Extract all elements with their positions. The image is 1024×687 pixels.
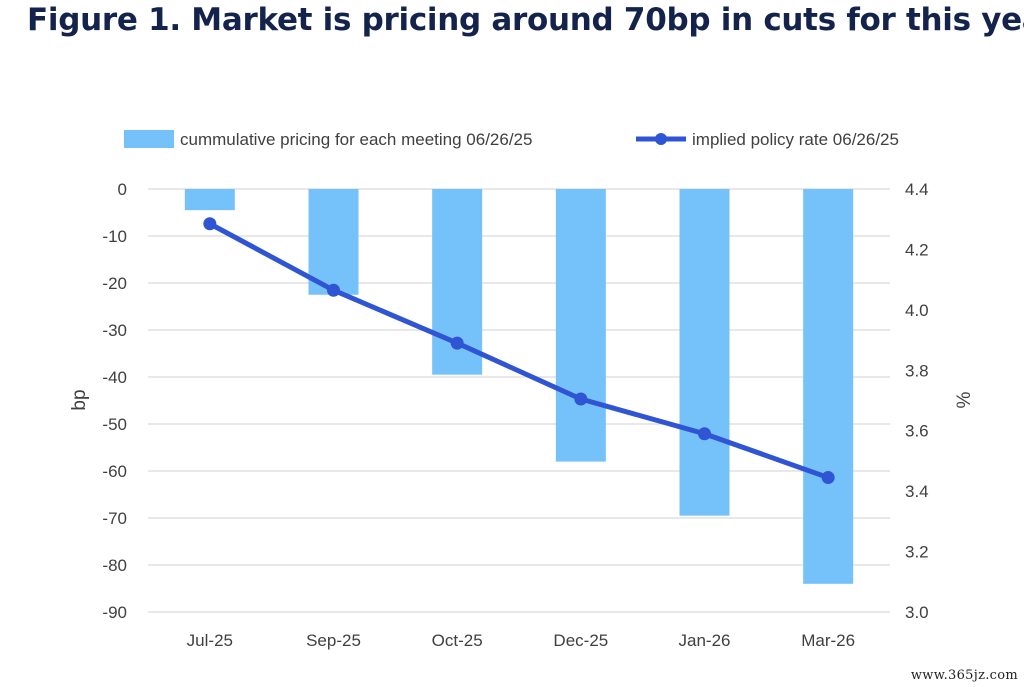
left-tick-label: -20: [102, 274, 127, 293]
bar-series: [184, 189, 854, 584]
x-tick-label: Sep-25: [306, 631, 361, 650]
right-tick-label: 4.2: [905, 240, 929, 259]
gridlines: [148, 188, 890, 613]
left-axis-ticks: 0 -10 -20 -30 -40 -50 -60 -70 -80 -90: [102, 180, 127, 622]
right-axis-ticks: 4.4 4.2 4.0 3.8 3.6 3.4 3.2 3.0: [905, 180, 929, 622]
line-point: [203, 217, 217, 231]
right-tick-label: 3.8: [905, 361, 929, 380]
right-axis-label: %: [954, 391, 975, 408]
right-tick-label: 3.2: [905, 543, 929, 562]
line-point: [450, 336, 464, 350]
line-point: [698, 427, 711, 441]
legend-line-label: implied policy rate 06/26/25: [692, 130, 899, 149]
x-tick-label: Mar-26: [801, 631, 855, 650]
right-tick-label: 4.4: [905, 180, 929, 199]
line-point: [327, 283, 340, 297]
left-tick-label: -40: [102, 368, 127, 387]
bar: [555, 189, 606, 462]
policy-rate-line: [207, 221, 831, 481]
bar: [308, 189, 359, 295]
left-tick-label: -50: [102, 415, 127, 434]
left-axis-label: bp: [69, 389, 90, 410]
legend: cummulative pricing for each meeting 06/…: [124, 130, 899, 149]
left-tick-label: -10: [102, 227, 127, 246]
line-point: [574, 392, 588, 406]
right-tick-label: 3.0: [905, 603, 929, 622]
bar: [803, 189, 854, 584]
bar: [679, 189, 730, 516]
x-axis-ticks: Jul-25 Sep-25 Oct-25 Dec-25 Jan-26 Mar-26: [187, 631, 855, 650]
x-tick-label: Jan-26: [679, 631, 731, 650]
chart-title: Figure 1. Market is pricing around 70bp …: [27, 2, 1024, 38]
right-tick-label: 3.4: [905, 482, 929, 501]
line-point: [821, 471, 835, 485]
x-tick-label: Jul-25: [187, 631, 233, 650]
left-tick-label: -60: [102, 462, 127, 481]
right-tick-label: 3.6: [905, 422, 929, 441]
legend-line-marker: [655, 133, 667, 145]
right-tick-label: 4.0: [905, 301, 929, 320]
bar: [184, 189, 235, 211]
legend-bar-label: cummulative pricing for each meeting 06/…: [180, 130, 532, 149]
left-tick-label: -70: [102, 509, 127, 528]
watermark: www.365jz.com: [910, 668, 1018, 683]
line-series: [203, 217, 835, 485]
left-tick-label: -90: [102, 603, 127, 622]
left-tick-label: -30: [102, 321, 127, 340]
x-tick-label: Oct-25: [432, 631, 483, 650]
legend-bar-swatch: [124, 130, 174, 148]
x-tick-label: Dec-25: [553, 631, 608, 650]
left-tick-label: 0: [118, 180, 127, 199]
left-tick-label: -80: [102, 556, 127, 575]
